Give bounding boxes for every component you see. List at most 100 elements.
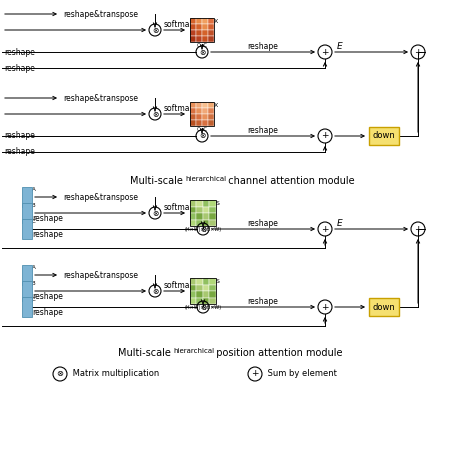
Text: reshape: reshape (32, 308, 63, 317)
Text: E: E (337, 42, 343, 51)
Bar (203, 298, 210, 304)
Text: softmax: softmax (164, 203, 194, 212)
Bar (190, 278, 216, 304)
Bar (196, 108, 202, 114)
Bar (208, 24, 214, 30)
Text: reshape: reshape (4, 131, 35, 140)
Text: reshape&transpose: reshape&transpose (63, 192, 138, 201)
Text: S: S (216, 279, 220, 284)
Bar (210, 298, 216, 304)
Bar (190, 102, 214, 126)
Text: hierarchical: hierarchical (173, 348, 214, 354)
Text: E: E (337, 219, 343, 228)
Bar (190, 120, 196, 126)
Bar (208, 36, 214, 42)
Bar (196, 36, 202, 42)
Bar (208, 102, 214, 108)
Bar (22, 203, 32, 223)
Bar (190, 298, 197, 304)
Bar (210, 207, 216, 213)
Text: A: A (32, 187, 36, 192)
Bar (210, 200, 216, 207)
Text: +: + (251, 370, 259, 379)
Bar (208, 120, 214, 126)
Text: reshape: reshape (247, 42, 278, 51)
Bar (197, 284, 203, 291)
Text: softmax: softmax (164, 20, 194, 29)
Bar (208, 18, 214, 24)
Text: Matrix multiplication: Matrix multiplication (70, 370, 159, 379)
Text: hierarchical: hierarchical (185, 176, 226, 182)
Text: +: + (414, 225, 422, 234)
Text: softmax: softmax (164, 281, 194, 290)
Text: Multi-scale: Multi-scale (130, 176, 186, 186)
Text: reshape: reshape (32, 230, 63, 239)
Bar (190, 18, 196, 24)
Bar (210, 291, 216, 298)
Text: Multi-scale: Multi-scale (118, 348, 174, 358)
Text: X: X (214, 19, 218, 24)
Bar (197, 278, 203, 284)
Bar (22, 281, 32, 301)
Bar (190, 18, 214, 42)
Bar (190, 114, 196, 120)
Bar (22, 297, 32, 317)
Text: down: down (373, 131, 395, 140)
Bar (190, 213, 197, 219)
Text: ⊗: ⊗ (152, 209, 158, 218)
Text: C×C: C×C (197, 127, 208, 132)
Bar (202, 30, 208, 36)
Bar (197, 298, 203, 304)
Text: reshape: reshape (4, 47, 35, 56)
Bar (22, 187, 32, 207)
Bar (210, 213, 216, 219)
FancyBboxPatch shape (369, 127, 399, 145)
Bar (196, 114, 202, 120)
Bar (196, 18, 202, 24)
Text: reshape: reshape (4, 147, 35, 156)
Bar (202, 108, 208, 114)
Text: (H×W)×(H×W): (H×W)×(H×W) (184, 305, 221, 310)
Bar (22, 265, 32, 285)
Text: position attention module: position attention module (210, 348, 343, 358)
Text: ⊗: ⊗ (199, 47, 205, 56)
Bar (203, 278, 210, 284)
Text: A: A (32, 265, 36, 270)
Text: reshape&transpose: reshape&transpose (63, 93, 138, 102)
Bar (208, 30, 214, 36)
Bar (203, 284, 210, 291)
Text: reshape: reshape (32, 214, 63, 223)
Text: +: + (321, 302, 329, 311)
Bar (202, 36, 208, 42)
Bar (197, 200, 203, 207)
Bar (190, 36, 196, 42)
Text: +: + (321, 47, 329, 56)
Bar (203, 291, 210, 298)
Bar (202, 18, 208, 24)
Bar (202, 102, 208, 108)
Bar (190, 200, 216, 226)
Text: ⊗: ⊗ (199, 131, 205, 140)
Text: reshape: reshape (247, 219, 278, 228)
Bar (190, 108, 196, 114)
Text: channel attention module: channel attention module (222, 176, 355, 186)
Text: +: + (321, 225, 329, 234)
Bar (197, 219, 203, 226)
Text: B: B (32, 281, 36, 286)
Bar (203, 207, 210, 213)
Text: C×C: C×C (197, 43, 208, 48)
Bar (197, 213, 203, 219)
Bar (196, 30, 202, 36)
Bar (202, 24, 208, 30)
Text: C: C (32, 219, 36, 224)
Bar (196, 120, 202, 126)
Bar (203, 200, 210, 207)
Bar (196, 24, 202, 30)
FancyBboxPatch shape (369, 298, 399, 316)
Text: +: + (414, 47, 422, 56)
Text: down: down (373, 302, 395, 311)
Bar (203, 219, 210, 226)
Text: X: X (214, 103, 218, 108)
Text: reshape: reshape (247, 297, 278, 306)
Text: ⊗: ⊗ (152, 286, 158, 295)
